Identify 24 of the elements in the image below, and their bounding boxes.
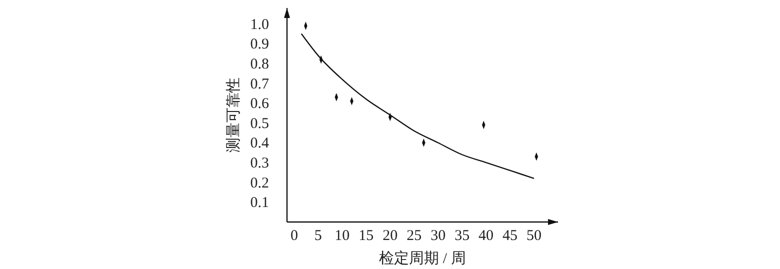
y-tick-label: 0.4 bbox=[250, 136, 270, 152]
y-axis-title: 测量可靠性 bbox=[225, 78, 242, 152]
x-tick-label: 0 bbox=[290, 228, 298, 244]
x-tick-label: 40 bbox=[478, 228, 494, 244]
x-tick-label: 45 bbox=[502, 228, 518, 244]
x-tick-label: 5 bbox=[314, 228, 322, 244]
x-axis-title: 检定周期 / 周 bbox=[379, 250, 466, 267]
x-tick-label: 30 bbox=[430, 228, 446, 244]
x-tick-label: 15 bbox=[358, 228, 374, 244]
y-tick-label: 0.6 bbox=[250, 96, 270, 112]
y-tick-label: 0.8 bbox=[250, 56, 269, 72]
y-tick-label: 0.5 bbox=[250, 116, 269, 132]
y-tick-label: 0.7 bbox=[250, 76, 270, 92]
y-tick-label: 1.0 bbox=[250, 16, 269, 33]
x-tick-label: 25 bbox=[406, 228, 422, 244]
y-tick-label: 0.9 bbox=[250, 36, 269, 53]
y-tick-label: 0.2 bbox=[250, 175, 269, 192]
x-tick-label: 50 bbox=[526, 228, 542, 244]
y-tick-label: 0.3 bbox=[250, 156, 269, 172]
y-tick-label: 0.1 bbox=[250, 195, 269, 212]
line-series bbox=[300, 33, 535, 180]
x-tick-label: 20 bbox=[382, 228, 398, 244]
x-tick-label: 10 bbox=[334, 228, 350, 244]
x-tick-label: 35 bbox=[454, 228, 470, 244]
